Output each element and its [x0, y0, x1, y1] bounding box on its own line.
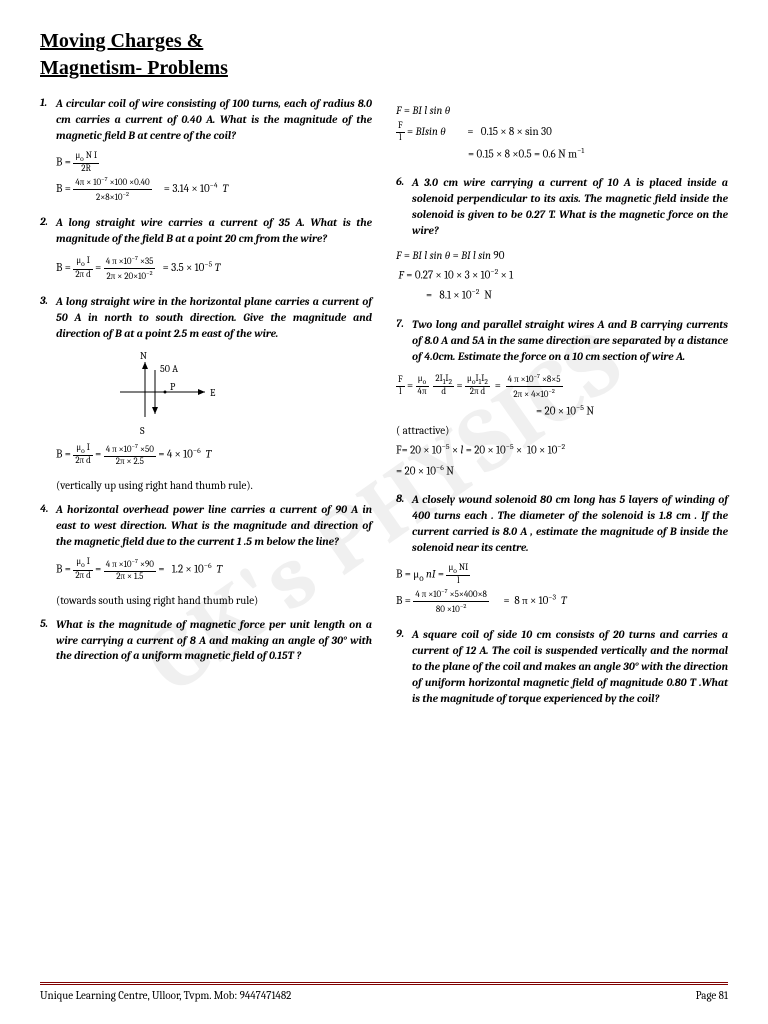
diagram-south: S: [140, 425, 372, 437]
problem-number: 7.: [396, 317, 412, 365]
page-content: Moving Charges & Magnetism- Problems 1. …: [40, 28, 728, 715]
problem-number: 2.: [40, 215, 56, 247]
note-4: (towards south using right hand thumb ru…: [56, 594, 372, 607]
columns: 1. A circular coil of wire consisting of…: [40, 96, 728, 715]
note-3: (vertically up using right hand thumb ru…: [56, 479, 372, 492]
solution-4: B = μo I2π d = 4 π ×10−7 ×902π × 1.5 = 1…: [56, 558, 372, 582]
diagram-p: P: [170, 381, 176, 393]
problem-6: 6. A 3.0 cm wire carrying a current of 1…: [396, 175, 728, 239]
problem-number: 3.: [40, 294, 56, 342]
solution-5: F = BI l sin θ Fl = BIsin θ = 0.15 × 8 ×…: [396, 102, 728, 163]
diagram-east: E: [210, 387, 216, 399]
solution-1: B = μo N I2R B = 4π × 10−7 ×100 ×0.402×8…: [56, 152, 372, 203]
problem-text: A square coil of side 10 cm consists of …: [412, 627, 728, 707]
problem-text: A horizontal overhead power line carries…: [56, 502, 372, 550]
problem-3: 3. A long straight wire in the horizonta…: [40, 294, 372, 342]
problem-number: 5.: [40, 617, 56, 665]
problem-text: A closely wound solenoid 80 cm long has …: [412, 492, 728, 556]
note-7: ( attractive): [396, 422, 728, 440]
problem-text: A long straight wire carries a current o…: [56, 215, 372, 247]
problem-number: 1.: [40, 96, 56, 144]
problem-8: 8. A closely wound solenoid 80 cm long h…: [396, 492, 728, 556]
problem-7: 7. Two long and parallel straight wires …: [396, 317, 728, 365]
problem-5: 5. What is the magnitude of magnetic for…: [40, 617, 372, 665]
solution-6: F = BI l sin θ = BI l sin 90 F = 0.27 × …: [396, 247, 728, 305]
problem-text: A long straight wire in the horizontal p…: [56, 294, 372, 342]
solution-8: B = μo nI = μo NIl B = 4 π ×10−7 ×5×400×…: [396, 564, 728, 616]
problem-2: 2. A long straight wire carries a curren…: [40, 215, 372, 247]
compass-svg: 50 A P E: [110, 362, 240, 422]
page-footer: Unique Learning Centre, Ulloor, Tvpm. Mo…: [40, 982, 728, 1002]
left-column: 1. A circular coil of wire consisting of…: [40, 96, 372, 715]
problem-number: 8.: [396, 492, 412, 556]
solution-7: Fl = μo4π 2I1I2d = μoI1I22π d = 4 π ×10−…: [396, 373, 728, 480]
problem-number: 4.: [40, 502, 56, 550]
problem-4: 4. A horizontal overhead power line carr…: [40, 502, 372, 550]
solution-2: B = μo I2π d = 4 π ×10−7 ×352π × 20×10−2…: [56, 255, 372, 282]
problem-9: 9. A square coil of side 10 cm consists …: [396, 627, 728, 707]
problem-text: A 3.0 cm wire carrying a current of 10 A…: [412, 175, 728, 239]
problem-number: 6.: [396, 175, 412, 239]
diagram-3: N 50 A P E S: [110, 350, 372, 437]
problem-1: 1. A circular coil of wire consisting of…: [40, 96, 372, 144]
diagram-north: N: [140, 350, 372, 362]
footer-right: Page 81: [696, 989, 728, 1002]
solution-3: B = μo I2π d = 4 π ×10−7 ×502π × 2.5 = 4…: [56, 443, 372, 467]
problem-text: What is the magnitude of magnetic force …: [56, 617, 372, 665]
problem-text: Two long and parallel straight wires A a…: [412, 317, 728, 365]
problem-text: A circular coil of wire consisting of 10…: [56, 96, 372, 144]
title-line-1: Moving Charges &: [40, 30, 203, 52]
footer-left: Unique Learning Centre, Ulloor, Tvpm. Mo…: [40, 989, 291, 1002]
problem-number: 9.: [396, 627, 412, 707]
title-line-2: Magnetism- Problems: [40, 57, 228, 79]
page-title: Moving Charges & Magnetism- Problems: [40, 28, 728, 82]
right-column: F = BI l sin θ Fl = BIsin θ = 0.15 × 8 ×…: [396, 96, 728, 715]
diagram-current: 50 A: [160, 363, 178, 375]
